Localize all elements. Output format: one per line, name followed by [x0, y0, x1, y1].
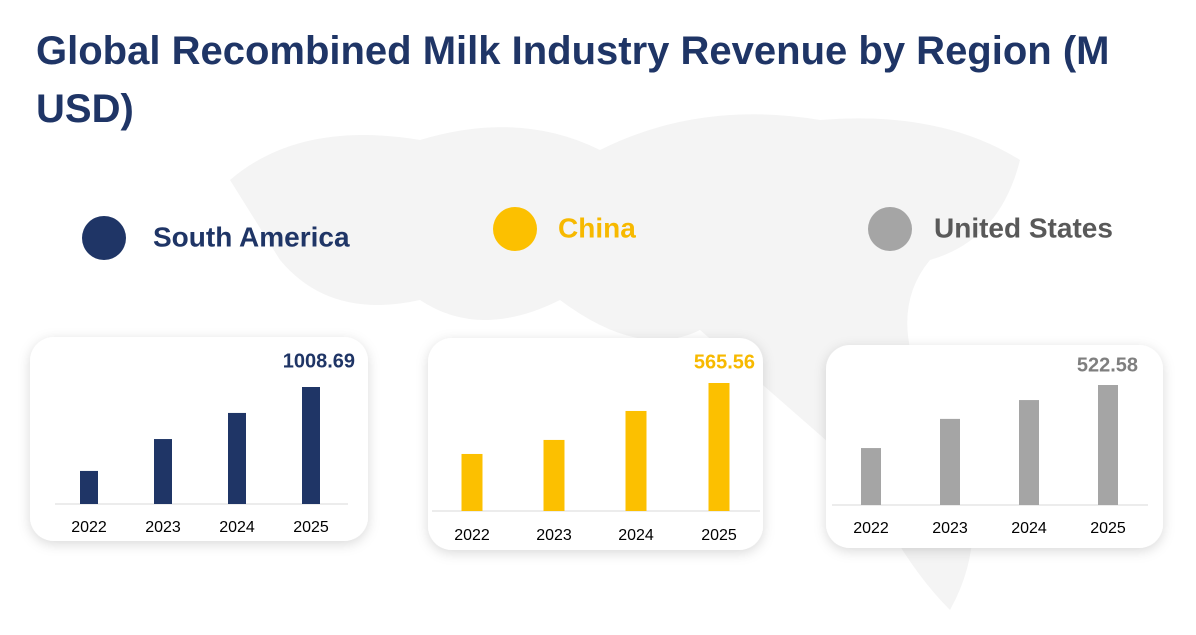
- legend-label: South America: [153, 221, 350, 252]
- page-title: Global Recombined Milk Industry Revenue …: [36, 29, 1110, 131]
- map-background: [230, 114, 1020, 611]
- bar: [461, 453, 483, 511]
- bar: [625, 410, 647, 511]
- legend-label: China: [558, 212, 636, 243]
- card: [826, 345, 1163, 548]
- x-tick-label: 2022: [853, 520, 889, 537]
- bar: [708, 383, 730, 511]
- bar: [154, 439, 172, 504]
- value-label: 522.58: [1077, 354, 1138, 376]
- legend-dot: [82, 216, 126, 260]
- value-label: 1008.69: [283, 350, 355, 372]
- card: [30, 337, 368, 541]
- x-tick-label: 2025: [1090, 520, 1126, 537]
- x-tick-label: 2023: [536, 527, 572, 544]
- legend-dot: [868, 207, 912, 251]
- bar: [80, 470, 98, 504]
- x-tick-label: 2022: [71, 519, 107, 536]
- bar: [302, 387, 320, 504]
- x-tick-label: 2023: [145, 519, 181, 536]
- bar: [940, 418, 960, 505]
- bar: [1019, 400, 1039, 505]
- x-tick-label: 2022: [454, 527, 490, 544]
- x-tick-label: 2024: [219, 519, 255, 536]
- bar: [861, 448, 881, 505]
- card: [428, 338, 763, 550]
- bar: [228, 412, 246, 504]
- x-tick-label: 2023: [932, 520, 968, 537]
- x-tick-label: 2025: [701, 527, 737, 544]
- bar: [1098, 385, 1118, 505]
- legend-dot: [493, 207, 537, 251]
- x-tick-label: 2025: [293, 519, 329, 536]
- value-label: 565.56: [694, 351, 755, 373]
- legend-label: United States: [934, 212, 1113, 243]
- bar: [543, 439, 565, 511]
- x-tick-label: 2024: [1011, 520, 1047, 537]
- x-tick-label: 2024: [618, 527, 654, 544]
